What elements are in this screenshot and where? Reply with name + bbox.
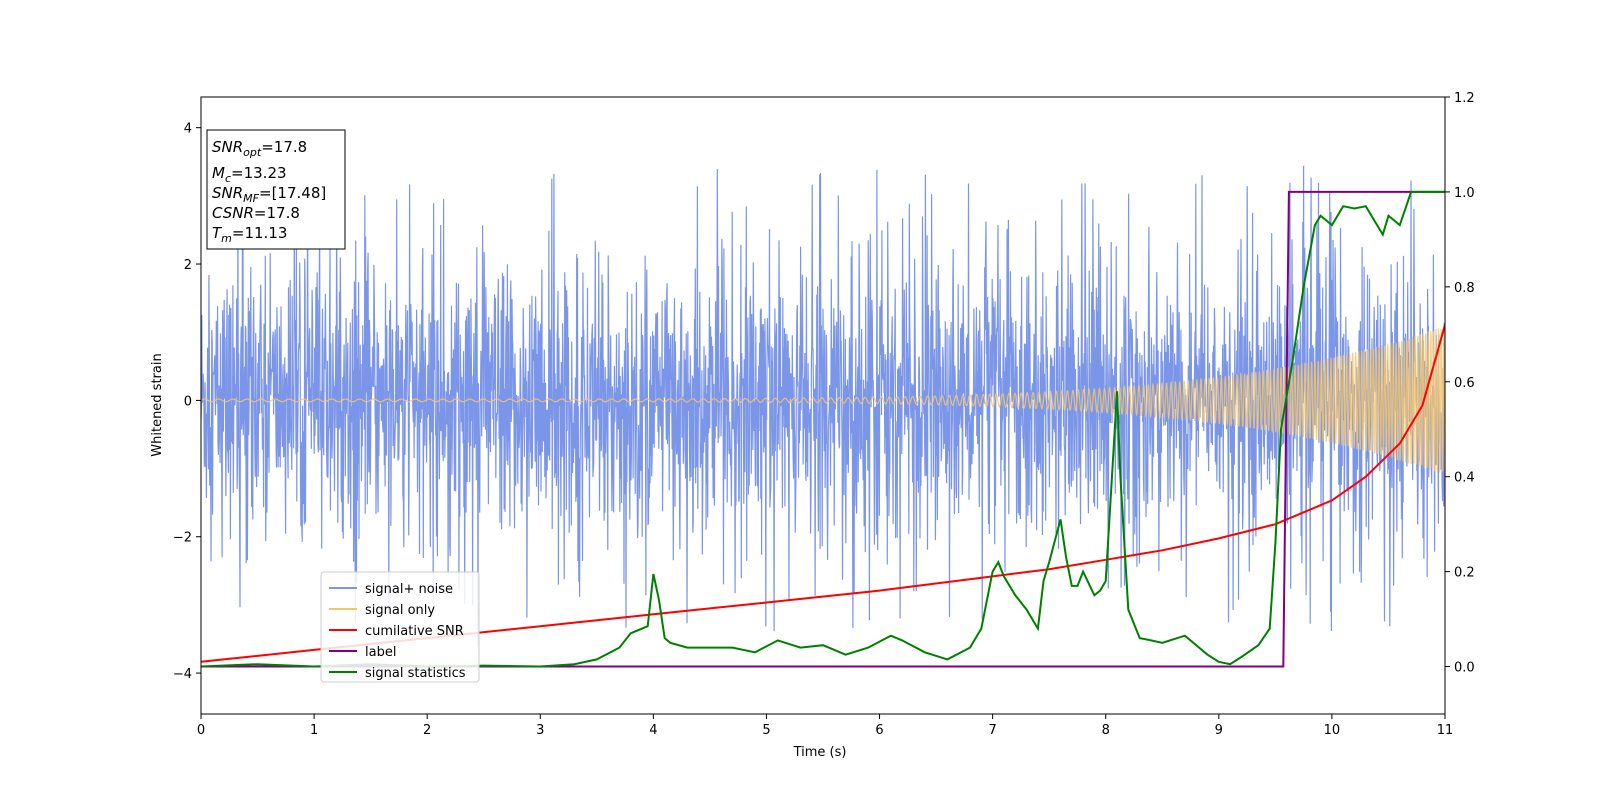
annotation-tm: Tm=11.13 (212, 224, 287, 245)
y-left-tick-label: 2 (184, 258, 192, 273)
y-right-tick-label: 1.0 (1454, 186, 1475, 201)
y-left-tick-label: −4 (173, 667, 192, 682)
x-tick-label: 3 (536, 723, 544, 738)
x-tick-label: 10 (1324, 723, 1341, 738)
x-tick-label: 8 (1102, 723, 1110, 738)
y-right-tick-label: 0.4 (1454, 471, 1475, 486)
annotation-csnr: CSNR=17.8 (212, 204, 300, 222)
y-right-tick-label: 0.6 (1454, 376, 1475, 391)
x-tick-label: 7 (988, 723, 996, 738)
legend-label: signal only (365, 603, 435, 618)
series-label (201, 190, 1445, 668)
series-signal-statistics (201, 190, 1445, 668)
annotation-mc: Mc=13.23 (212, 164, 287, 185)
x-tick-label: 2 (423, 723, 431, 738)
x-tick-label: 4 (649, 723, 657, 738)
annotation-snr-opt: SNRopt=17.8 (212, 138, 307, 159)
y-left-tick-label: 4 (184, 122, 192, 137)
x-tick-label: 0 (197, 723, 205, 738)
legend-label: signal+ noise (365, 582, 453, 597)
legend-label: label (365, 645, 396, 660)
plot-area (201, 165, 1445, 668)
annotation-snr-mf: SNRMF=[17.48] (212, 184, 326, 205)
x-tick-label: 1 (310, 723, 318, 738)
x-tick-label: 6 (875, 723, 883, 738)
plot-frame (200, 96, 1446, 715)
y-right-tick-label: 0.8 (1454, 281, 1475, 296)
series-signal-only (201, 328, 1445, 473)
axes: 0 1 2 3 4 5 6 7 8 9 10 11 −4 −2 0 2 4 0.0 0.2 0.4 0.6 0.8 1.0 1… (173, 91, 1475, 738)
legend-label: cumilative SNR (365, 624, 464, 639)
x-tick-label: 5 (762, 723, 770, 738)
legend-label: signal statistics (365, 666, 466, 681)
y-left-tick-label: −2 (173, 531, 192, 546)
x-tick-label: 9 (1215, 723, 1223, 738)
legend: signal+ noise signal only cumilative SNR la… (320, 571, 480, 683)
x-axis-label: Time (s) (793, 745, 847, 760)
y-left-tick-label: 0 (184, 394, 192, 409)
y-right-tick-label: 1.2 (1454, 91, 1475, 106)
y-right-tick-label: 0.2 (1454, 566, 1475, 581)
series-cumilative-snr (201, 324, 1445, 663)
annotation-box: SNRopt=17.8 Mc=13.23 SNRMF=[17.48] CSNR=… (206, 129, 346, 250)
y-right-tick-label: 0.0 (1454, 661, 1475, 676)
y-axis-label: Whitened strain (150, 353, 165, 456)
legend-frame (320, 571, 480, 683)
annotation-frame (206, 129, 346, 250)
x-tick-label: 11 (1437, 723, 1454, 738)
